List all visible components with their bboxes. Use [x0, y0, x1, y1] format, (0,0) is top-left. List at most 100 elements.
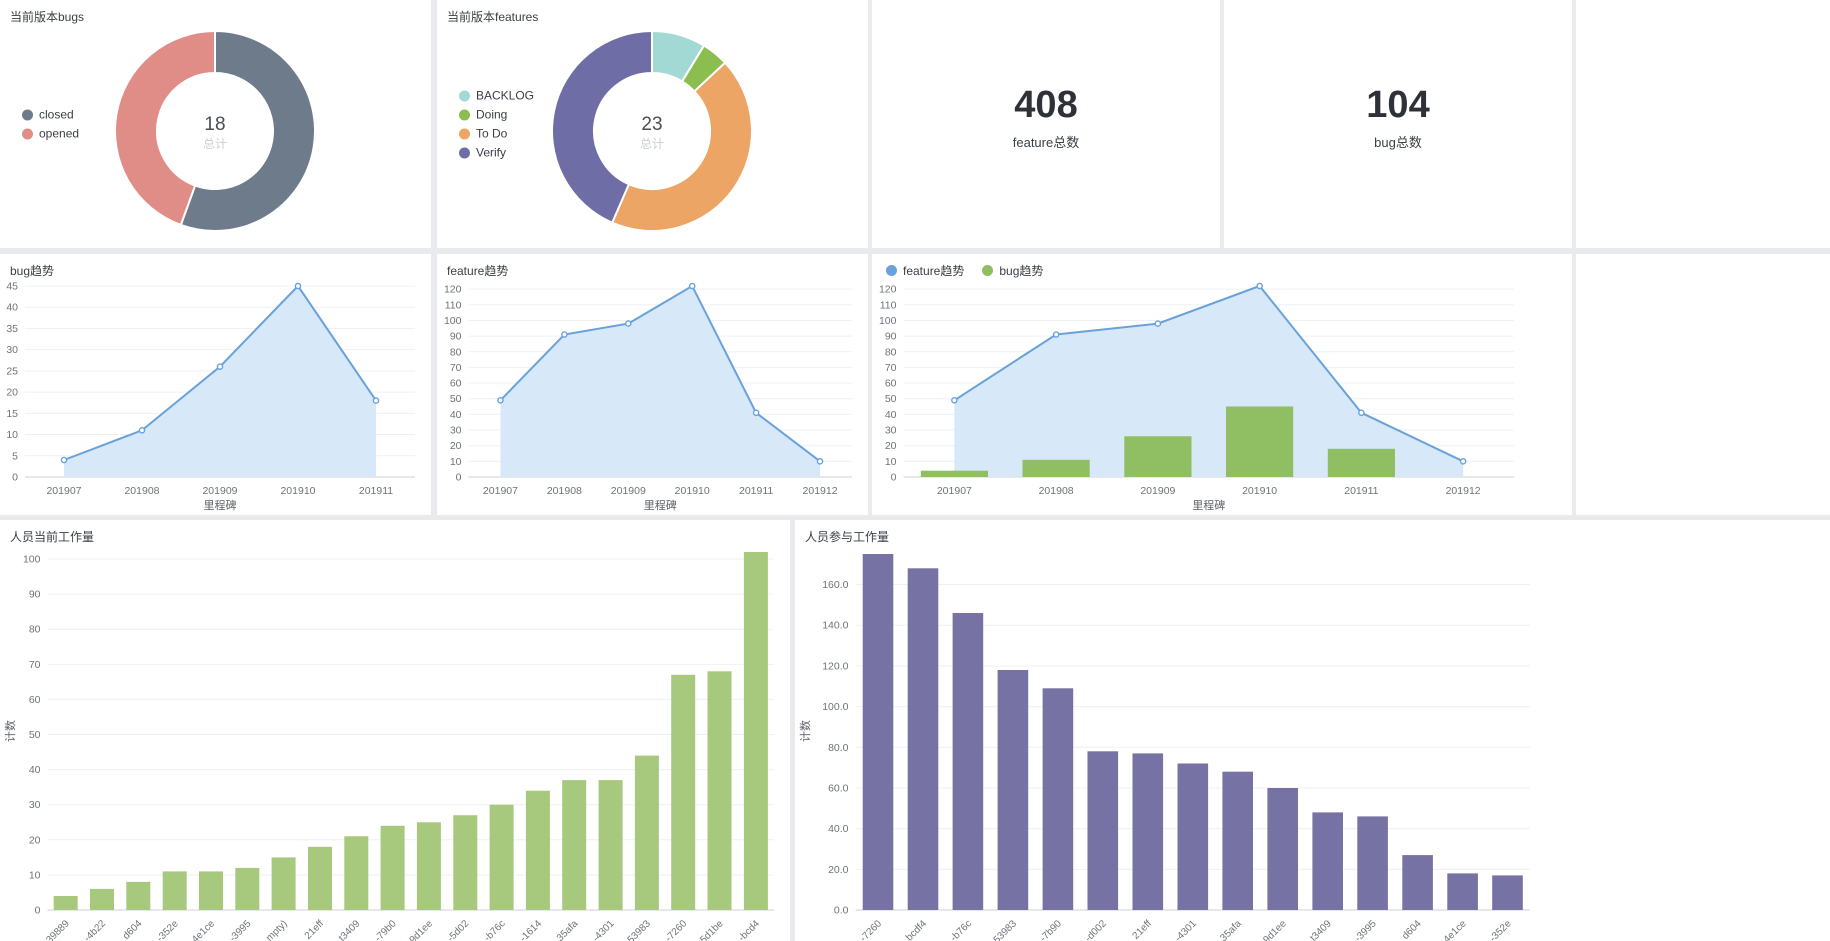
svg-text:40: 40	[29, 764, 41, 776]
svg-text:-4301: -4301	[1173, 918, 1199, 941]
panel-title: bug趋势	[10, 264, 55, 278]
svg-text:201908: 201908	[547, 485, 582, 497]
features-donut-legend: BACKLOG Doing To Do Verify	[459, 89, 534, 160]
feature-bug-trend-chart[interactable]: 0 10 20 30 40 50 60 70 80 90 100 110 120 201907 201908…	[872, 254, 1572, 515]
panel-feature-bug-trend: feature趋势 bug趋势 0 10 20 30 40 50 60 70 80 90 100 110…	[872, 254, 1572, 515]
svg-text:35afa: 35afa	[1218, 918, 1244, 941]
svg-text:20.0: 20.0	[828, 864, 849, 876]
feature-trend-chart[interactable]: 0 10 20 30 40 50 60 70 80 90 100 110 120 201907 201908…	[437, 254, 868, 515]
svg-text:4e1ce: 4e1ce	[1442, 918, 1469, 941]
svg-text:80: 80	[450, 346, 462, 358]
panel-title: 当前版本bugs	[10, 10, 85, 24]
member-participation-workload-chart[interactable]: 0.0 20.0 40.0 60.0 80.0 100.0 120.0 140.0 160.0 -…	[795, 520, 1830, 941]
svg-text:70: 70	[450, 362, 462, 374]
svg-text:120.0: 120.0	[822, 660, 848, 672]
legend-item[interactable]: opened	[22, 127, 79, 141]
legend-item[interactable]: bug趋势	[982, 262, 1043, 279]
svg-text:-3995: -3995	[1353, 918, 1379, 941]
svg-text:80: 80	[29, 624, 41, 636]
svg-text:9d1ee: 9d1ee	[1261, 918, 1289, 941]
svg-text:5: 5	[12, 450, 18, 462]
svg-text:60: 60	[450, 378, 462, 390]
bugs-donut-legend: closed opened	[22, 108, 79, 141]
panel-member-participation-workload: 人员参与工作量 0.0 20.0 40.0 60.0 80.0 100.0 120.0 140…	[795, 520, 1830, 941]
legend-label: opened	[39, 126, 80, 141]
svg-text:40: 40	[885, 409, 897, 421]
panel-current-version-bugs: 当前版本bugs closed opened 18 总计	[0, 0, 431, 248]
svg-text:201909: 201909	[611, 485, 646, 497]
legend-label: BACKLOG	[476, 88, 535, 103]
svg-text:t3409: t3409	[337, 918, 363, 941]
svg-text:60: 60	[885, 378, 897, 390]
svg-text:0: 0	[891, 472, 897, 484]
bug-trend-chart[interactable]: 0 5 10 15 20 25 30 35 40 45 201907 201908 201909 2019…	[0, 254, 431, 515]
svg-text:201908: 201908	[124, 485, 159, 497]
svg-text:d604: d604	[1400, 918, 1424, 941]
feature-total-label: feature总数	[1012, 135, 1080, 150]
legend-item[interactable]: Doing	[459, 108, 534, 122]
svg-text:18: 18	[204, 114, 225, 135]
svg-text:21eff: 21eff	[1131, 918, 1155, 941]
svg-text:201909: 201909	[1140, 485, 1175, 497]
svg-text:-7b90: -7b90	[1038, 918, 1064, 941]
svg-text:110: 110	[880, 299, 897, 311]
svg-text:-b76c: -b76c	[482, 918, 507, 941]
svg-text:总计: 总计	[640, 137, 664, 151]
svg-text:-4b22: -4b22	[82, 918, 108, 941]
panel-bug-trend: bug趋势 0 5 10 15 20 25 30 35 40 45 201907 201908 2019…	[0, 254, 431, 515]
svg-text:60.0: 60.0	[828, 782, 849, 794]
svg-text:0: 0	[456, 472, 462, 484]
svg-text:里程碑: 里程碑	[644, 499, 677, 512]
svg-text:53983: 53983	[626, 918, 654, 941]
legend-item[interactable]: closed	[22, 108, 79, 122]
feature-total-value: 408	[1014, 84, 1078, 126]
legend-item[interactable]: feature趋势	[886, 262, 964, 279]
svg-text:10: 10	[885, 456, 897, 468]
svg-text:30: 30	[885, 425, 897, 437]
panel-cropped-top-right	[1576, 0, 1830, 248]
legend-dot-icon	[459, 147, 470, 158]
svg-text:-b76c: -b76c	[949, 918, 974, 941]
svg-text:-1614: -1614	[518, 918, 544, 941]
legend-item[interactable]: To Do	[459, 127, 534, 141]
legend-item[interactable]: BACKLOG	[459, 89, 534, 103]
svg-text:20: 20	[29, 834, 41, 846]
member-current-workload-chart[interactable]: 0 10 20 30 40 50 60 70 80 90 100 39889 -4b22 d604 -352…	[0, 520, 790, 941]
bugs-donut-chart[interactable]: 18 总计	[110, 26, 320, 236]
svg-text:201911: 201911	[1344, 485, 1378, 497]
svg-text:40.0: 40.0	[828, 823, 849, 835]
svg-text:70: 70	[29, 659, 41, 671]
svg-text:计数: 计数	[4, 720, 17, 742]
legend-dot-icon	[459, 90, 470, 101]
svg-text:里程碑: 里程碑	[1192, 499, 1225, 512]
features-donut-chart[interactable]: 23 总计	[547, 26, 757, 236]
svg-text:60: 60	[29, 694, 41, 706]
legend-dot-icon	[459, 109, 470, 120]
svg-text:10: 10	[6, 429, 18, 441]
svg-text:-4301: -4301	[591, 918, 617, 941]
svg-text:20: 20	[6, 387, 18, 399]
svg-text:160.0: 160.0	[822, 579, 848, 591]
svg-text:d604: d604	[121, 918, 145, 941]
svg-text:21eff: 21eff	[303, 918, 327, 941]
svg-text:4e1ce: 4e1ce	[190, 918, 217, 941]
svg-text:30: 30	[6, 344, 18, 356]
svg-text:计数: 计数	[799, 720, 812, 742]
svg-text:201907: 201907	[483, 485, 518, 497]
legend-item[interactable]: Verify	[459, 146, 534, 160]
bug-total-label: bug总数	[1374, 135, 1422, 150]
svg-text:35: 35	[6, 323, 18, 335]
svg-text:45: 45	[6, 281, 18, 293]
svg-text:50: 50	[29, 729, 41, 741]
svg-text:-7260: -7260	[663, 918, 689, 941]
legend-dot-icon	[22, 128, 33, 139]
svg-text:40: 40	[450, 409, 462, 421]
svg-text:40: 40	[6, 302, 18, 314]
svg-text:-5d02: -5d02	[445, 918, 471, 941]
svg-text:110: 110	[445, 299, 462, 311]
svg-text:39889: 39889	[44, 918, 72, 941]
svg-text:201907: 201907	[46, 485, 81, 497]
svg-text:总计: 总计	[203, 137, 227, 151]
svg-text:50: 50	[885, 393, 897, 405]
